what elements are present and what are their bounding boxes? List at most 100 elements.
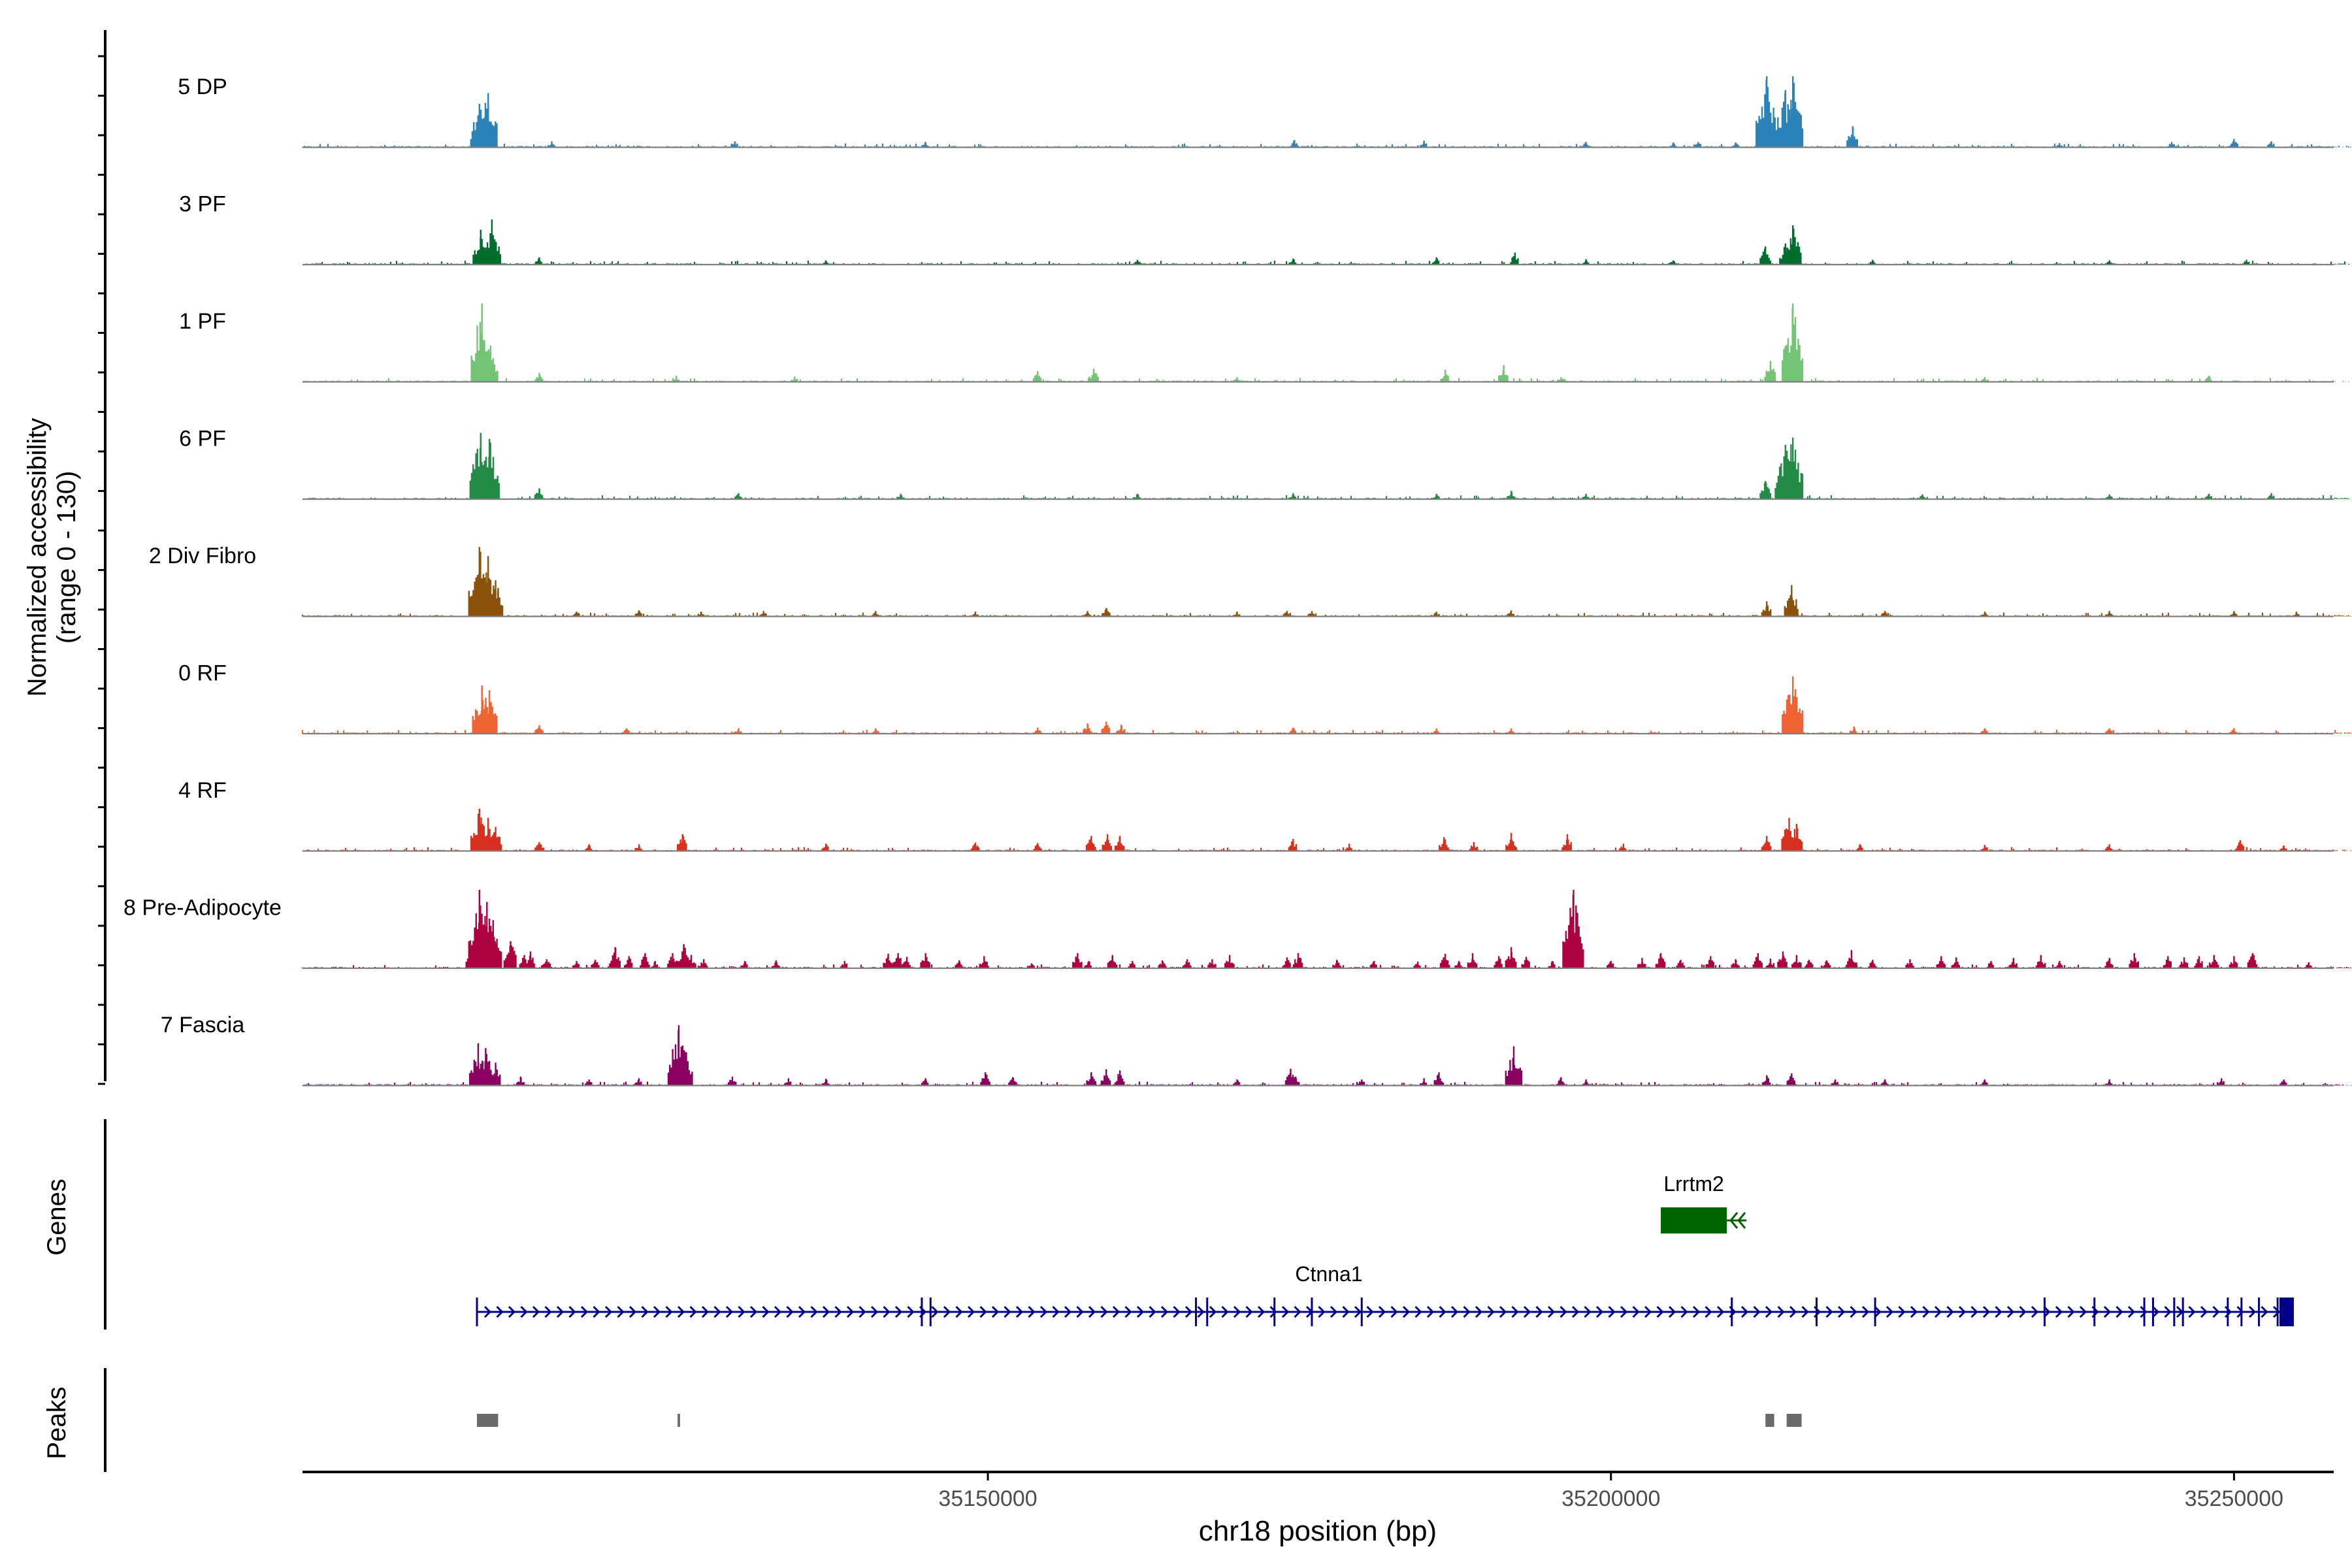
coverage-peak <box>1084 960 1092 968</box>
coverage-peak <box>1100 1069 1111 1086</box>
coverage-peak <box>2105 1079 2113 1086</box>
track-3-pf: 3 PF <box>179 192 2352 266</box>
track-label: 5 DP <box>178 74 227 99</box>
coverage-peak <box>1821 960 1831 968</box>
coverage-peak <box>542 959 551 968</box>
coverage-peak <box>971 842 980 851</box>
coverage-peak <box>1033 843 1042 851</box>
track-1-pf: 1 PF <box>179 303 2352 383</box>
coverage-peak <box>1582 259 1590 265</box>
coverage-peak <box>728 1076 737 1086</box>
coverage-peak <box>1288 493 1297 499</box>
coverage-peak <box>955 960 964 968</box>
coverage-peak <box>477 93 498 148</box>
strand-arrows-icon <box>483 1305 2281 1318</box>
coverage-peak <box>979 956 988 968</box>
coverage-peak <box>896 493 904 499</box>
y-axis-label: Normalized accessibility (range 0 - 130) <box>23 418 81 697</box>
coverage-peak <box>1454 960 1462 968</box>
coverage-peak <box>1420 140 1428 148</box>
coverage-peak <box>1784 585 1799 617</box>
coverage-peak <box>840 960 848 968</box>
coverage-peak <box>1756 76 1778 148</box>
coverage-peak <box>2008 958 2017 968</box>
coverage-peak <box>1980 612 1988 617</box>
coverage-peak <box>2167 142 2175 148</box>
coverage-peak <box>1582 142 1590 148</box>
coverage-peak <box>640 953 650 968</box>
coverage-peak <box>1789 824 1803 851</box>
coverage-peak <box>483 920 502 968</box>
track-2-div-fibro: 2 Div Fibro <box>149 544 2352 617</box>
coverage-peak <box>2104 958 2114 968</box>
coverage-peak <box>2204 376 2212 382</box>
peak-region <box>1786 1414 1802 1427</box>
coverage-peak <box>1505 1046 1523 1086</box>
coverage-peak <box>2242 259 2250 265</box>
coverage-peak <box>1791 955 1802 968</box>
coverage-peak <box>2055 960 2063 968</box>
coverage-peak <box>1752 953 1763 968</box>
coverage-peak <box>921 1078 929 1086</box>
coverage-peak <box>585 1079 593 1086</box>
coverage-peak <box>1582 493 1590 499</box>
coverage-peak <box>1765 958 1775 968</box>
coverage-peak <box>534 725 544 734</box>
coverage-peak <box>1032 370 1042 382</box>
coverage-peak <box>734 493 742 499</box>
gene-label: Lrrtm2 <box>1663 1172 1723 1196</box>
coverage-peak <box>1102 608 1111 617</box>
coverage-peak <box>1951 957 1960 968</box>
coverage-peak <box>667 953 678 968</box>
coverage-peak <box>2129 953 2140 968</box>
coverage-peak <box>1845 950 1857 968</box>
coverage-peak <box>1918 494 1926 499</box>
coverage-peak <box>872 611 879 617</box>
track-label: 3 PF <box>179 192 226 217</box>
coverage-peak <box>677 834 687 851</box>
coverage-peak <box>651 960 659 968</box>
coverage-peak <box>1233 1079 1241 1086</box>
coverage-peak <box>1288 258 1297 265</box>
track-0-rf: 0 RF <box>178 661 2352 735</box>
coverage-peak <box>624 956 633 968</box>
track-label: 6 PF <box>179 427 226 451</box>
track-label: 7 Fascia <box>161 1013 245 1037</box>
coverage-peak <box>1786 1073 1795 1086</box>
coverage-peak <box>1072 953 1083 968</box>
coverage-peak <box>1669 260 1677 265</box>
coverage-peak <box>2105 844 2113 851</box>
coverage-peak <box>1413 961 1421 968</box>
coverage-peak <box>2204 493 2213 499</box>
coverage-peak <box>1083 723 1092 734</box>
gene-terminal-exon <box>2279 1298 2294 1326</box>
coverage-peak <box>892 953 903 968</box>
coverage-peak <box>1507 610 1514 617</box>
coverage-peak <box>634 844 642 851</box>
y-axis-label-line1: Normalized accessibility <box>23 418 52 697</box>
coverage-peak <box>1637 958 1646 968</box>
coverage-peak <box>1083 611 1091 617</box>
coverage-peak <box>1507 728 1514 734</box>
coverage-peak <box>1133 259 1141 265</box>
coverage-peak <box>1282 611 1290 617</box>
coverage-peak <box>1510 252 1519 265</box>
coverage-peak <box>1850 726 1857 734</box>
coverage-peak <box>534 488 544 499</box>
peak-region <box>1765 1414 1774 1427</box>
coverage-peak <box>1777 951 1788 968</box>
coverage-peak <box>1224 955 1235 968</box>
coverage-tracks: 5 DP 3 PF 1 PF 6 PF 2 Div Fibro 0 RF 4 RF 8 Pre… <box>123 74 2352 1086</box>
coverage-peak <box>821 1079 829 1086</box>
coverage-peak <box>1507 491 1516 499</box>
gene-exon-block <box>1661 1207 1727 1233</box>
coverage-peak <box>1008 1077 1017 1086</box>
coverage-peak <box>2179 957 2189 968</box>
coverage-peak <box>1345 843 1352 851</box>
coverage-peak <box>1676 960 1685 968</box>
coverage-peak <box>503 941 517 968</box>
coverage-peak <box>1980 845 1988 851</box>
coverage-peak <box>2230 728 2238 734</box>
coverage-peak <box>1128 960 1135 968</box>
coverage-peak <box>1855 844 1863 851</box>
